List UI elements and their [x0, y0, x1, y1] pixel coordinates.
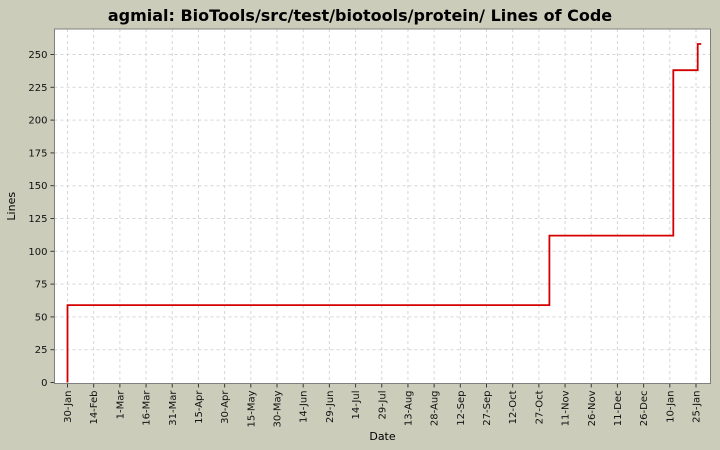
y-tick-label: 0 [41, 378, 47, 389]
chart-title: agmial: BioTools/src/test/biotools/prote… [107, 6, 613, 25]
plot-frame [54, 28, 711, 384]
x-tick-label: 30-Apr [220, 390, 231, 424]
y-tick-label: 100 [28, 247, 47, 258]
x-tick-label: 12-Sep [456, 391, 467, 426]
x-tick-label: 10-Jan [665, 391, 676, 423]
x-tick-label: 30-Jan [63, 391, 74, 423]
x-tick-label: 26-Dec [639, 391, 650, 427]
y-axis-title: Lines [5, 192, 18, 221]
x-tick-label: 13-Aug [403, 391, 414, 427]
x-tick-label: 26-Nov [587, 390, 598, 426]
x-tick-label: 11-Nov [561, 390, 572, 426]
x-tick-label: 25-Jan [692, 391, 703, 423]
x-tick-label: 15-May [246, 390, 257, 427]
y-tick-label: 125 [28, 214, 47, 225]
y-tick-label: 75 [35, 280, 48, 291]
y-tick-label: 225 [28, 83, 47, 94]
x-tick-label: 14-Jun [299, 391, 310, 424]
x-tick-label: 29-Jun [325, 391, 336, 424]
x-tick-label: 28-Aug [430, 391, 441, 427]
x-tick-label: 1-Mar [115, 390, 126, 420]
x-tick-label: 27-Oct [534, 390, 545, 424]
x-tick-label: 14-Feb [89, 391, 100, 425]
x-tick-label: 31-Mar [168, 390, 179, 426]
y-tick-label: 175 [28, 148, 47, 159]
x-tick-label: 14-Jul [351, 391, 362, 420]
y-tick-label: 50 [35, 312, 48, 323]
x-tick-label: 12-Oct [508, 390, 519, 424]
x-tick-label: 11-Dec [613, 391, 624, 427]
x-tick-label: 30-May [273, 390, 284, 427]
x-tick-label: 27-Sep [482, 391, 493, 426]
plot-area [54, 29, 711, 384]
series-line [66, 43, 702, 383]
y-tick-label: 25 [35, 345, 48, 356]
x-tick-label: 15-Apr [194, 390, 205, 424]
x-tick-label: 16-Mar [142, 390, 153, 426]
y-tick-label: 150 [28, 181, 47, 192]
y-tick-label: 250 [28, 50, 47, 61]
x-tick-label: 29-Jul [377, 391, 388, 420]
x-axis-title: Date [369, 430, 396, 443]
y-tick-label: 200 [28, 116, 47, 127]
